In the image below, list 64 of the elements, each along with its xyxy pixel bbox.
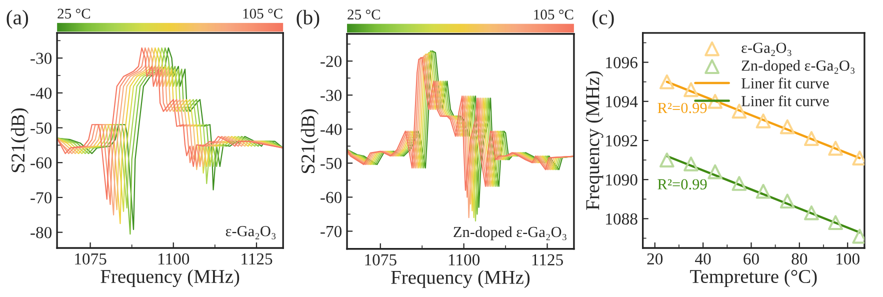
text: 105 °C <box>534 10 574 20</box>
x-tick-label: 100 <box>836 253 860 265</box>
text: 25 °C <box>348 10 380 20</box>
point <box>756 113 771 128</box>
y-tick-label: -50 <box>30 122 52 134</box>
y-tick-label: 1094 <box>606 96 638 108</box>
chart-title: (c) <box>592 10 614 29</box>
y-tick-label: -60 <box>30 157 52 169</box>
y-axis-title: Frequency (MHz) <box>586 71 604 210</box>
point <box>659 74 674 90</box>
x-tick-label: 60 <box>744 253 759 265</box>
legend-label: Zn-doped ε-Ga₂O₃ <box>742 60 855 74</box>
y-tick-label: -70 <box>30 192 52 204</box>
x-tick-label: 1125 <box>242 253 272 265</box>
x-tick-label: 40 <box>695 253 711 265</box>
point <box>659 152 674 168</box>
point <box>756 184 771 199</box>
annotation: R²=0.99 <box>658 179 707 190</box>
point <box>708 164 723 180</box>
annotation: ε-Ga₂O₃ <box>226 226 276 240</box>
y-tick-label: -60 <box>320 192 342 204</box>
x-tick-label: 80 <box>792 253 808 265</box>
y-tick-label: -80 <box>30 227 52 238</box>
annotation: R²=0.99 <box>658 102 707 114</box>
y-axis-title: S21(dB) <box>300 109 319 174</box>
chart-title: (b) <box>296 10 320 29</box>
point <box>828 215 843 230</box>
text: 25 °C <box>58 8 90 19</box>
point <box>804 205 819 220</box>
chart-title: (a) <box>6 10 28 29</box>
point <box>684 82 698 98</box>
point <box>684 156 698 172</box>
point <box>780 194 795 209</box>
x-tick-label: 1075 <box>365 254 396 266</box>
text: 105 °C <box>243 8 282 19</box>
point <box>780 119 795 134</box>
x-tick-label: 1100 <box>158 253 190 265</box>
y-tick-label: -50 <box>320 158 342 170</box>
annotation: Zn-doped ε-Ga₂O₃ <box>454 226 566 240</box>
y-tick-label: 1090 <box>606 174 638 186</box>
x-axis-title: Frequency (MHz) <box>391 270 530 288</box>
y-tick-label: -30 <box>320 90 342 102</box>
x-tick-label: 1100 <box>448 254 480 266</box>
point <box>804 131 819 146</box>
legend-label: Liner fit curve <box>742 78 829 89</box>
x-tick-label: 1125 <box>532 254 563 266</box>
y-tick-label: -20 <box>320 56 342 68</box>
x-tick-label: 20 <box>647 253 663 265</box>
y-tick-label: 1092 <box>606 135 638 146</box>
legend-label: ε-Ga₂O₃ <box>742 42 792 56</box>
y-tick-label: -30 <box>30 52 52 64</box>
y-tick-label: 1088 <box>606 213 638 225</box>
y-tick-label: 1096 <box>606 56 638 68</box>
y-tick-label: -40 <box>30 88 52 99</box>
point <box>732 176 747 191</box>
x-tick-label: 1075 <box>75 253 106 265</box>
point <box>828 140 843 156</box>
y-axis-title: S21(dB) <box>10 108 29 172</box>
point <box>708 94 723 109</box>
y-tick-label: -70 <box>320 226 342 238</box>
x-axis-title: Tempreture (°C) <box>690 269 817 287</box>
y-tick-label: -40 <box>320 124 342 136</box>
legend-label: Liner fit curve <box>742 95 829 106</box>
x-axis-title: Frequency (MHz) <box>100 269 240 288</box>
